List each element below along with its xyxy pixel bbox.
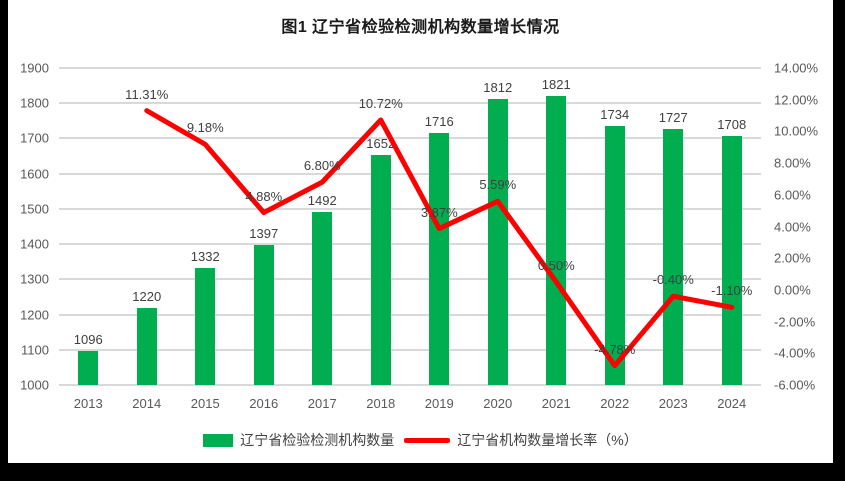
bar-value-label: 1096: [73, 332, 103, 348]
y-axis-right-label: 4.00%: [774, 219, 811, 234]
x-axis-label: 2018: [366, 396, 396, 411]
x-axis-label: 2023: [658, 396, 688, 411]
bar: [195, 268, 216, 385]
legend-item-bars: 辽宁省检验检测机构数量: [203, 430, 394, 450]
chart-title: 图1 辽宁省检验检测机构数量增长情况: [281, 19, 560, 36]
legend-label-bars: 辽宁省检验检测机构数量: [240, 432, 395, 448]
y-axis-left-label: 1600: [20, 166, 49, 182]
gridline: [59, 102, 761, 105]
bar-value-label: 1727: [658, 109, 688, 125]
bar-value-label: 1220: [132, 288, 162, 304]
y-axis-right-label: 0.00%: [774, 282, 811, 298]
line-point-label: 10.72%: [358, 95, 403, 111]
y-axis-left-label: 1800: [20, 95, 49, 111]
gridline: [59, 207, 761, 210]
x-axis-label: 2015: [190, 396, 220, 411]
line-point-label: 4.88%: [245, 188, 283, 204]
legend-item-line: 辽宁省机构数量增长率（%）: [404, 430, 638, 450]
bar-value-label: 1397: [249, 226, 279, 242]
x-axis-label: 2024: [717, 396, 747, 411]
line-point-label: -4.78%: [594, 341, 636, 357]
line-point-label: 3.87%: [420, 204, 458, 220]
y-axis-left-label: 1700: [20, 130, 49, 146]
line-point-label: 6.80%: [303, 158, 341, 174]
y-axis-right-label: 12.00%: [774, 92, 819, 108]
y-axis-right-label: 6.00%: [774, 187, 811, 203]
growth-line-layer: [144, 108, 735, 369]
x-axis-label: 2021: [541, 396, 571, 411]
bar: [546, 95, 567, 385]
gridline: [59, 243, 761, 246]
x-axis-label: 2017: [307, 396, 337, 411]
y-axis-left-label: 1200: [20, 307, 49, 323]
gridline: [59, 137, 761, 140]
bar: [78, 351, 99, 385]
bar: [136, 307, 157, 385]
line-point-label: 0.50%: [537, 257, 575, 273]
bar-value-label: 1492: [307, 192, 337, 208]
line-point-label: 11.31%: [125, 86, 169, 102]
gridline: [59, 348, 761, 351]
legend: 辽宁省检验检测机构数量 辽宁省机构数量增长率（%）: [8, 430, 833, 450]
bar: [487, 98, 508, 385]
bar: [721, 135, 742, 385]
y-axis-left-label: 1000: [20, 377, 49, 393]
line-point-label: 9.18%: [186, 120, 224, 136]
bar-value-label: 1332: [190, 249, 220, 265]
y-axis-right-label: -6.00%: [774, 377, 816, 393]
line-point-label: -0.40%: [652, 272, 694, 288]
x-axis-label: 2014: [132, 396, 162, 411]
y-axis-right-label: 2.00%: [774, 250, 811, 266]
y-axis-left-label: 1900: [20, 60, 49, 76]
gridline: [59, 67, 761, 69]
y-axis-left-label: 1300: [20, 271, 49, 287]
bar-value-label: 1812: [483, 79, 513, 95]
bar-value-label: 1708: [717, 116, 747, 132]
y-axis-right-label: -4.00%: [774, 345, 816, 361]
gridline: [59, 172, 761, 175]
y-axis-left-label: 1500: [20, 201, 49, 217]
gridline: [59, 384, 761, 386]
bar: [429, 132, 450, 385]
line-point-label: -1.10%: [711, 283, 753, 299]
bar: [253, 245, 274, 385]
x-axis-label: 2019: [424, 396, 454, 411]
y-axis-right-label: -2.00%: [774, 314, 816, 330]
y-axis-left-label: 1400: [20, 236, 49, 252]
bar-value-label: 1734: [600, 107, 630, 123]
bar-value-label: 1716: [424, 113, 454, 129]
y-axis-right-label: 10.00%: [774, 123, 819, 139]
bar-value-label: 1821: [541, 76, 571, 92]
bar: [663, 128, 684, 385]
line-point-label: 5.59%: [479, 177, 517, 193]
plot-area: 1000 1100 1200 1300 1400 1500 1600 1700 1800 1900…: [8, 0, 833, 463]
x-axis-label: 2020: [483, 396, 513, 411]
x-axis-label: 2013: [73, 396, 103, 411]
bar-series-swatch: [203, 433, 234, 447]
bar: [370, 155, 391, 385]
y-axis-right-label: 8.00%: [774, 155, 811, 171]
x-axis-label: 2016: [249, 396, 279, 411]
y-axis-left-label: 1100: [21, 342, 49, 358]
chart-canvas: 图1 辽宁省检验检测机构数量增长情况 1000 1100 1200 1300 1400 1…: [8, 0, 833, 463]
gridline: [59, 313, 761, 316]
x-axis-label: 2022: [600, 396, 630, 411]
legend-label-line: 辽宁省机构数量增长率（%）: [457, 432, 638, 448]
line-series-swatch: [404, 437, 451, 443]
bar: [312, 211, 333, 385]
bar-value-label: 1652: [366, 136, 396, 152]
y-axis-right-label: 14.00%: [774, 60, 819, 76]
